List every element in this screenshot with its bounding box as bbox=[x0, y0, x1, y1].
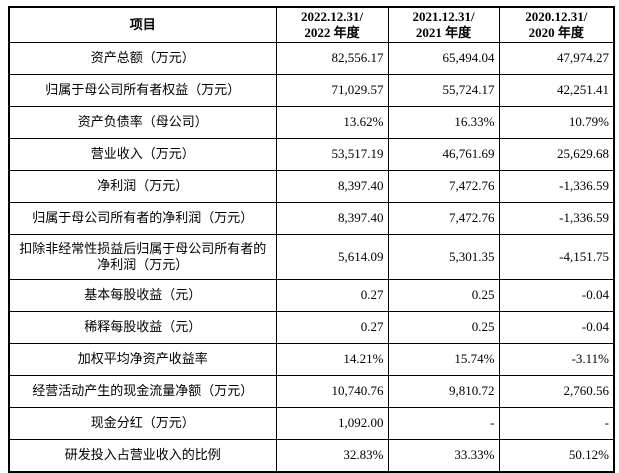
table-row-cash-dividend: 现金分红（万元） 1,092.00 - - bbox=[8, 407, 615, 440]
value-2020: 50.12% bbox=[498, 439, 615, 473]
value-2022: 13.62% bbox=[275, 106, 389, 139]
col-header-2021-date: 2021.12.31/ bbox=[412, 8, 475, 24]
value-2020: 10.79% bbox=[498, 106, 615, 139]
value-2020: -0.04 bbox=[498, 279, 615, 312]
value-2021: 55,724.17 bbox=[387, 74, 500, 107]
col-header-2022: 2022.12.31/ 2022 年度 bbox=[275, 6, 389, 43]
value-2021: 46,761.69 bbox=[387, 138, 500, 171]
table-row-revenue: 营业收入（万元） 53,517.19 46,761.69 25,629.68 bbox=[8, 138, 615, 171]
value-2020: 25,629.68 bbox=[498, 138, 615, 171]
financial-indicators-table: 项目 2022.12.31/ 2022 年度 2021.12.31/ 2021 … bbox=[8, 6, 615, 473]
value-2020: - bbox=[498, 407, 615, 440]
header-row: 项目 2022.12.31/ 2022 年度 2021.12.31/ 2021 … bbox=[8, 6, 615, 43]
row-label: 现金分红（万元） bbox=[8, 407, 277, 440]
value-2021: 7,472.76 bbox=[387, 170, 500, 203]
value-2020: -3.11% bbox=[498, 343, 615, 376]
value-2020: 2,760.56 bbox=[498, 375, 615, 408]
row-label: 研发投入占营业收入的比例 bbox=[8, 439, 277, 473]
table-row-total-assets: 资产总额（万元） 82,556.17 65,494.04 47,974.27 bbox=[8, 42, 615, 75]
value-2021: 5,301.35 bbox=[387, 234, 500, 280]
value-2022: 0.27 bbox=[275, 311, 389, 344]
col-header-2022-date: 2022.12.31/ bbox=[300, 8, 364, 24]
financial-summary-table: 项目 2022.12.31/ 2022 年度 2021.12.31/ 2021 … bbox=[8, 6, 615, 473]
value-2022: 82,556.17 bbox=[275, 42, 389, 75]
value-2022: 1,092.00 bbox=[275, 407, 389, 440]
col-header-2020-year: 2020 年度 bbox=[528, 25, 584, 40]
value-2020: -4,151.75 bbox=[498, 234, 615, 280]
table-row-parent-net-profit: 归属于母公司所有者的净利润（万元） 8,397.40 7,472.76 -1,3… bbox=[8, 202, 615, 235]
value-2021: 7,472.76 bbox=[387, 202, 500, 235]
row-label: 基本每股收益（元） bbox=[8, 279, 277, 312]
value-2022: 5,614.09 bbox=[275, 234, 389, 280]
row-label: 经营活动产生的现金流量净额（万元） bbox=[8, 375, 277, 408]
value-2020: -1,336.59 bbox=[498, 202, 615, 235]
col-header-2022-year: 2022 年度 bbox=[304, 25, 360, 40]
value-2022: 10,740.76 bbox=[275, 375, 389, 408]
row-label: 资产负债率（母公司） bbox=[8, 106, 277, 139]
value-2022: 8,397.40 bbox=[275, 170, 389, 203]
row-label: 资产总额（万元） bbox=[8, 42, 277, 75]
row-label: 加权平均净资产收益率 bbox=[8, 343, 277, 376]
value-2020: -1,336.59 bbox=[498, 170, 615, 203]
table-row-weighted-roe: 加权平均净资产收益率 14.21% 15.74% -3.11% bbox=[8, 343, 615, 376]
value-2021: - bbox=[387, 407, 500, 440]
table-row-parent-equity: 归属于母公司所有者权益（万元） 71,029.57 55,724.17 42,2… bbox=[8, 74, 615, 107]
col-header-2021-year: 2021 年度 bbox=[415, 25, 472, 40]
value-2022: 8,397.40 bbox=[275, 202, 389, 235]
value-2022: 53,517.19 bbox=[275, 138, 389, 171]
row-label: 营业收入（万元） bbox=[8, 138, 277, 171]
value-2020: 42,251.41 bbox=[498, 74, 615, 107]
value-2021: 9,810.72 bbox=[387, 375, 500, 408]
value-2020: 47,974.27 bbox=[498, 42, 615, 75]
value-2021: 0.25 bbox=[387, 279, 500, 312]
value-2022: 14.21% bbox=[275, 343, 389, 376]
value-2021: 0.25 bbox=[387, 311, 500, 344]
value-2020: -0.04 bbox=[498, 311, 615, 344]
value-2022: 0.27 bbox=[275, 279, 389, 312]
row-label: 稀释每股收益（元） bbox=[8, 311, 277, 344]
value-2021: 15.74% bbox=[387, 343, 500, 376]
value-2021: 65,494.04 bbox=[387, 42, 500, 75]
table-row-deducted-net-profit: 扣除非经常性损益后归属于母公司所有者的净利润（万元） 5,614.09 5,30… bbox=[8, 234, 615, 280]
value-2021: 33.33% bbox=[387, 439, 500, 473]
table-row-rd-ratio: 研发投入占营业收入的比例 32.83% 33.33% 50.12% bbox=[8, 439, 615, 473]
row-label: 归属于母公司所有者的净利润（万元） bbox=[8, 202, 277, 235]
col-header-2020: 2020.12.31/ 2020 年度 bbox=[498, 6, 615, 43]
value-2022: 32.83% bbox=[275, 439, 389, 473]
table-row-basic-eps: 基本每股收益（元） 0.27 0.25 -0.04 bbox=[8, 279, 615, 312]
table-row-diluted-eps: 稀释每股收益（元） 0.27 0.25 -0.04 bbox=[8, 311, 615, 344]
col-header-2020-date: 2020.12.31/ bbox=[525, 8, 588, 24]
value-2021: 16.33% bbox=[387, 106, 500, 139]
col-header-item: 项目 bbox=[8, 6, 277, 43]
table-row-operating-cash-flow: 经营活动产生的现金流量净额（万元） 10,740.76 9,810.72 2,7… bbox=[8, 375, 615, 408]
table-row-net-profit: 净利润（万元） 8,397.40 7,472.76 -1,336.59 bbox=[8, 170, 615, 203]
col-header-2021: 2021.12.31/ 2021 年度 bbox=[387, 6, 500, 43]
row-label: 净利润（万元） bbox=[8, 170, 277, 203]
table-row-debt-ratio: 资产负债率（母公司） 13.62% 16.33% 10.79% bbox=[8, 106, 615, 139]
row-label: 归属于母公司所有者权益（万元） bbox=[8, 74, 277, 107]
value-2022: 71,029.57 bbox=[275, 74, 389, 107]
row-label: 扣除非经常性损益后归属于母公司所有者的净利润（万元） bbox=[8, 234, 277, 280]
